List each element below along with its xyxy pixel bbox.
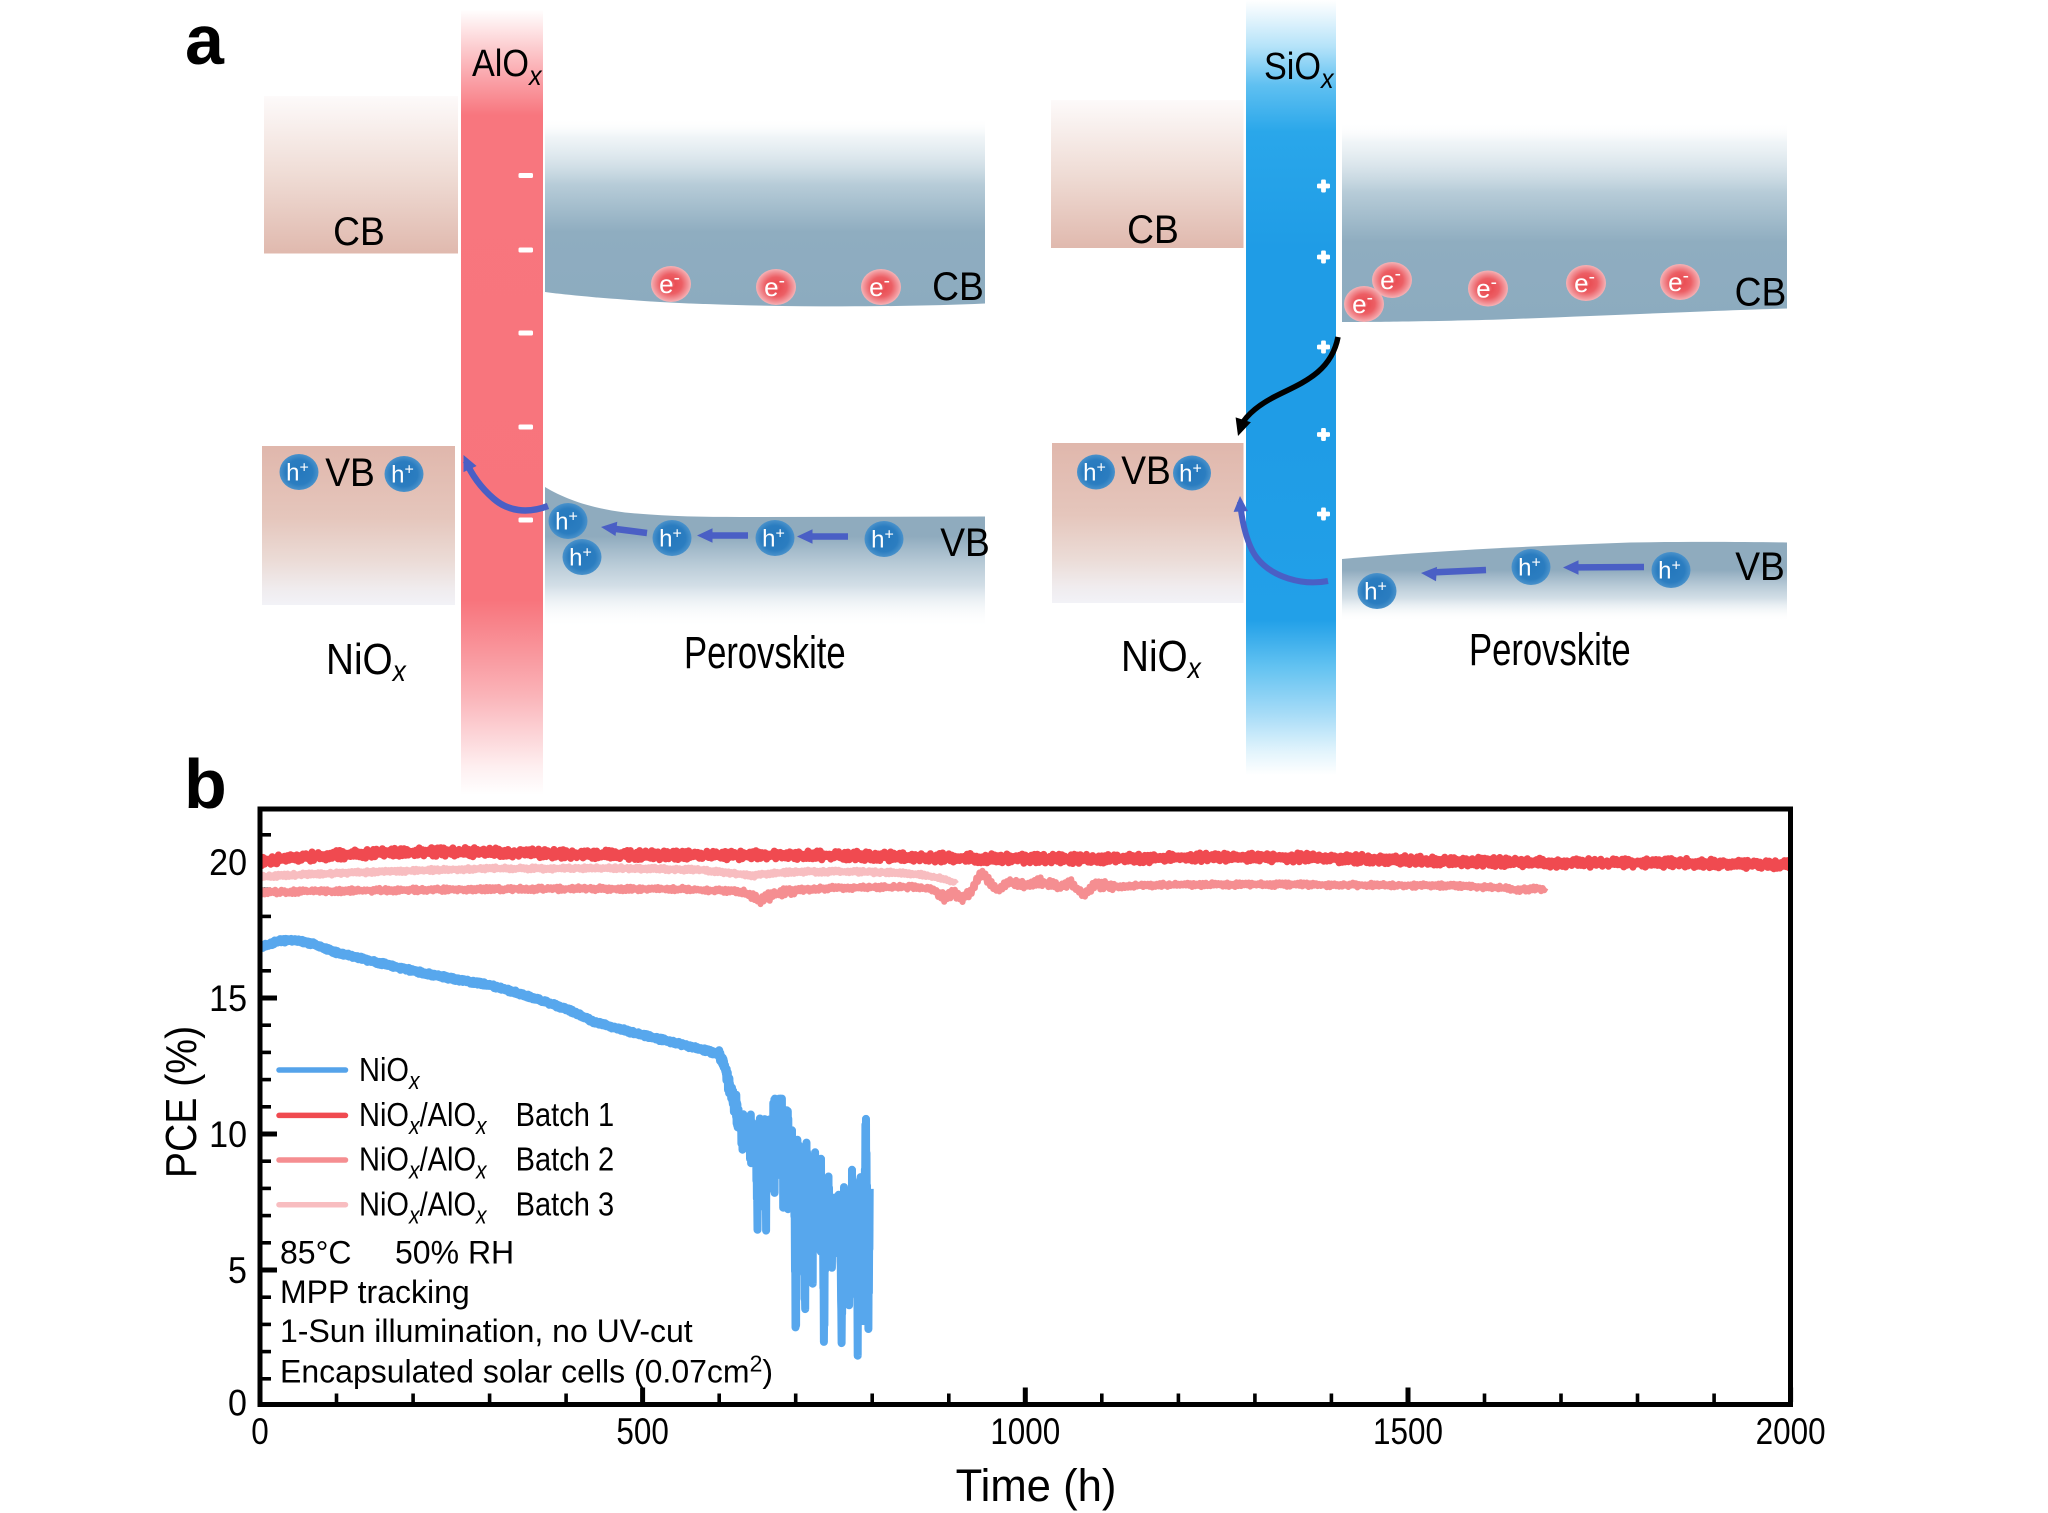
svg-text:1500: 1500 [1373, 1412, 1443, 1453]
svg-text:CB: CB [1735, 270, 1787, 315]
svg-text:CB: CB [932, 265, 984, 310]
svg-text:Perovskite: Perovskite [684, 628, 846, 678]
svg-text:5: 5 [228, 1250, 247, 1292]
svg-text:NiOx: NiOx [359, 1051, 420, 1094]
svg-text:2000: 2000 [1756, 1412, 1826, 1453]
svg-text:1000: 1000 [990, 1412, 1060, 1453]
svg-text:0: 0 [228, 1382, 247, 1424]
svg-text:85°C: 85°C [280, 1235, 352, 1271]
svg-text:NiOx: NiOx [326, 634, 407, 688]
svg-text:MPP tracking: MPP tracking [280, 1274, 470, 1310]
svg-text:VB: VB [940, 521, 990, 566]
svg-text:10: 10 [209, 1114, 247, 1156]
svg-text:VB: VB [1735, 545, 1785, 590]
svg-text:VB: VB [1121, 449, 1171, 494]
svg-text:50% RH: 50% RH [395, 1235, 514, 1271]
svg-text:PCE (%): PCE (%) [156, 1026, 206, 1178]
svg-text:VB: VB [325, 451, 375, 496]
svg-text:CB: CB [1127, 208, 1179, 253]
svg-text:Time (h): Time (h) [956, 1461, 1117, 1511]
svg-text:Perovskite: Perovskite [1469, 625, 1631, 675]
svg-text:b: b [184, 745, 227, 823]
svg-text:0: 0 [251, 1412, 268, 1453]
svg-text:Encapsulated solar cells (0.07: Encapsulated solar cells (0.07cm2) [280, 1351, 773, 1390]
svg-text:CB: CB [333, 210, 385, 255]
svg-text:NiOx: NiOx [1121, 631, 1202, 685]
svg-text:AlOx: AlOx [472, 41, 543, 91]
svg-text:500: 500 [616, 1412, 668, 1453]
svg-text:SiOx: SiOx [1264, 44, 1335, 94]
svg-text:a: a [185, 1, 225, 79]
svg-text:15: 15 [209, 978, 247, 1020]
svg-text:20: 20 [209, 842, 247, 884]
svg-text:1-Sun illumination, no UV-cut: 1-Sun illumination, no UV-cut [280, 1313, 693, 1349]
